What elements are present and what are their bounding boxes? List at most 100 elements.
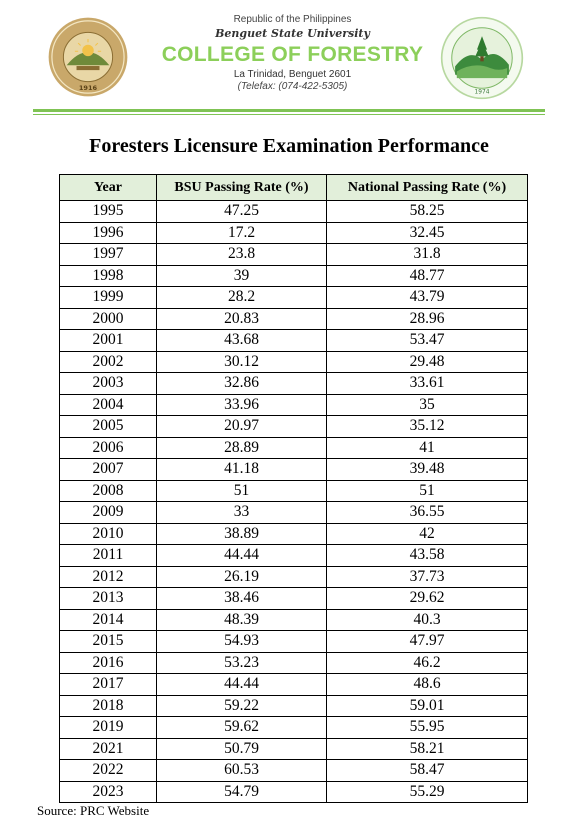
national-rate-cell: 46.2: [326, 651, 528, 674]
table-row: 2005 20.97 35.12: [59, 415, 528, 438]
national-rate-cell: 36.55: [326, 501, 528, 524]
table-row: 2012 26.19 37.73: [59, 565, 528, 588]
year-cell: 2016: [59, 651, 157, 674]
year-cell: 2023: [59, 780, 157, 803]
year-cell: 2014: [59, 608, 157, 631]
national-rate-cell: 53.47: [326, 329, 528, 352]
bsu-rate-cell: 33: [156, 501, 327, 524]
table-row: 2018 59.22 59.01: [59, 694, 528, 717]
column-header-national-rate: National Passing Rate (%): [326, 174, 528, 201]
national-rate-cell: 43.58: [326, 544, 528, 567]
bsu-rate-cell: 23.8: [156, 243, 327, 266]
bsu-rate-cell: 38.46: [156, 587, 327, 610]
table-row: 1996 17.2 32.45: [59, 221, 528, 244]
year-cell: 1995: [59, 200, 157, 223]
year-cell: 2018: [59, 694, 157, 717]
year-cell: 2010: [59, 522, 157, 545]
bsu-rate-cell: 20.83: [156, 307, 327, 330]
bsu-rate-cell: 26.19: [156, 565, 327, 588]
year-cell: 1999: [59, 286, 157, 309]
national-rate-cell: 32.45: [326, 221, 528, 244]
bsu-rate-cell: 48.39: [156, 608, 327, 631]
year-cell: 2013: [59, 587, 157, 610]
national-rate-cell: 58.47: [326, 759, 528, 782]
year-cell: 2007: [59, 458, 157, 481]
bsu-rate-cell: 44.44: [156, 544, 327, 567]
national-rate-cell: 48.6: [326, 673, 528, 696]
year-cell: 2006: [59, 436, 157, 459]
year-cell: 2005: [59, 415, 157, 438]
national-rate-cell: 51: [326, 479, 528, 502]
table-row: 1997 23.8 31.8: [59, 243, 528, 266]
table-row: 2009 33 36.55: [59, 501, 528, 524]
national-rate-cell: 28.96: [326, 307, 528, 330]
bsu-rate-cell: 43.68: [156, 329, 327, 352]
table-header-row: Year BSU Passing Rate (%) National Passi…: [59, 174, 528, 201]
bsu-seal-icon: 1916: [48, 17, 128, 97]
year-cell: 2015: [59, 630, 157, 653]
table-row: 2015 54.93 47.97: [59, 630, 528, 653]
page-title: Foresters Licensure Examination Performa…: [89, 135, 489, 157]
national-rate-cell: 43.79: [326, 286, 528, 309]
national-rate-cell: 33.61: [326, 372, 528, 395]
bsu-rate-cell: 60.53: [156, 759, 327, 782]
telefax-text: (Telefax: (074-422-5305): [237, 81, 348, 92]
bsu-rate-cell: 51: [156, 479, 327, 502]
national-rate-cell: 58.25: [326, 200, 528, 223]
year-cell: 2012: [59, 565, 157, 588]
bsu-rate-cell: 39: [156, 264, 327, 287]
bsu-rate-cell: 38.89: [156, 522, 327, 545]
table-row: 2003 32.86 33.61: [59, 372, 528, 395]
table-row: 2010 38.89 42: [59, 522, 528, 545]
address-text: La Trinidad, Benguet 2601: [233, 69, 352, 80]
column-header-bsu-rate: BSU Passing Rate (%): [156, 174, 327, 201]
header-rule-thick: [33, 109, 545, 112]
bsu-rate-cell: 17.2: [156, 221, 327, 244]
year-cell: 2019: [59, 716, 157, 739]
bsu-rate-cell: 59.62: [156, 716, 327, 739]
column-header-year: Year: [59, 174, 157, 201]
bsu-rate-cell: 28.89: [156, 436, 327, 459]
source-note: Source: PRC Website: [37, 803, 150, 818]
national-rate-cell: 29.62: [326, 587, 528, 610]
national-rate-cell: 40.3: [326, 608, 528, 631]
national-rate-cell: 59.01: [326, 694, 528, 717]
bsu-rate-cell: 30.12: [156, 350, 327, 373]
year-cell: 2003: [59, 372, 157, 395]
table-row: 2022 60.53 58.47: [59, 759, 528, 782]
national-rate-cell: 47.97: [326, 630, 528, 653]
bsu-rate-cell: 20.97: [156, 415, 327, 438]
year-cell: 1997: [59, 243, 157, 266]
year-cell: 2008: [59, 479, 157, 502]
table-row: 2011 44.44 43.58: [59, 544, 528, 567]
table-row: 2013 38.46 29.62: [59, 587, 528, 610]
seal-year-text: 1916: [79, 84, 98, 92]
header-rule-thin: [33, 114, 545, 115]
bsu-rate-cell: 53.23: [156, 651, 327, 674]
table-row: 2002 30.12 29.48: [59, 350, 528, 373]
table-row: 1995 47.25 58.25: [59, 200, 528, 223]
bsu-rate-cell: 28.2: [156, 286, 327, 309]
year-cell: 1998: [59, 264, 157, 287]
table-row: 2000 20.83 28.96: [59, 307, 528, 330]
national-rate-cell: 37.73: [326, 565, 528, 588]
national-rate-cell: 55.95: [326, 716, 528, 739]
year-cell: 1996: [59, 221, 157, 244]
year-cell: 2021: [59, 737, 157, 760]
bsu-rate-cell: 54.93: [156, 630, 327, 653]
year-cell: 2022: [59, 759, 157, 782]
table-row: 2006 28.89 41: [59, 436, 528, 459]
bsu-rate-cell: 47.25: [156, 200, 327, 223]
bsu-rate-cell: 41.18: [156, 458, 327, 481]
national-rate-cell: 58.21: [326, 737, 528, 760]
table-row: 2021 50.79 58.21: [59, 737, 528, 760]
national-rate-cell: 29.48: [326, 350, 528, 373]
table-row: 2014 48.39 40.3: [59, 608, 528, 631]
table-row: 1999 28.2 43.79: [59, 286, 528, 309]
bsu-rate-cell: 33.96: [156, 393, 327, 416]
college-of-forestry-seal-icon: 1974: [440, 16, 524, 100]
year-cell: 2000: [59, 307, 157, 330]
table-row: 2008 51 51: [59, 479, 528, 502]
seal-year-text: 1974: [475, 89, 490, 95]
table-row: 2017 44.44 48.6: [59, 673, 528, 696]
